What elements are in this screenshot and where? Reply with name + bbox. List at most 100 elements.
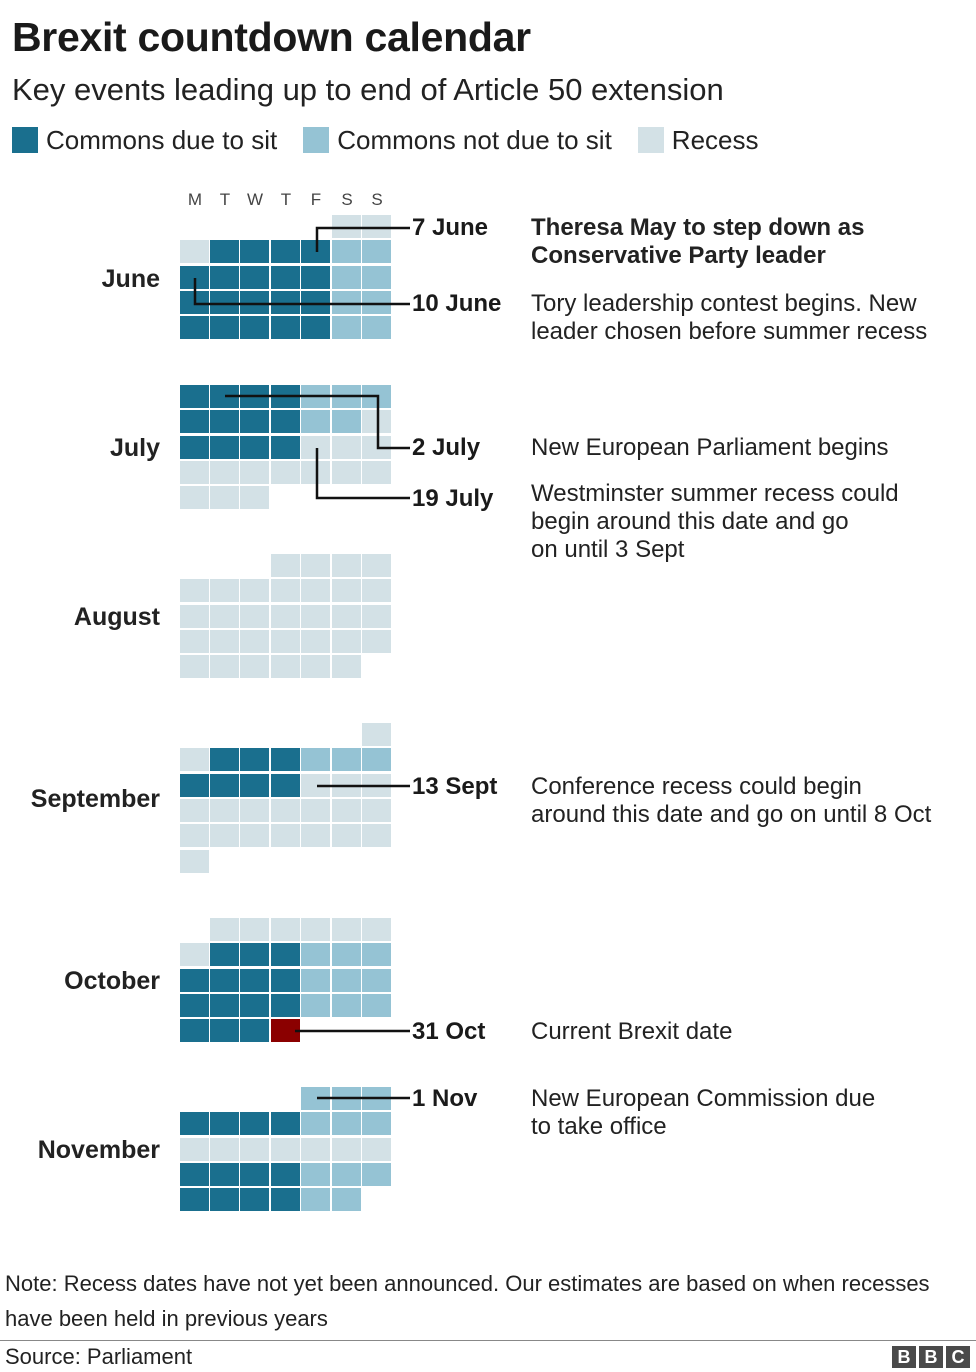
day-cell-september [240,798,269,822]
day-cell-september [180,849,209,873]
bbc-logo-letter-1: B [892,1346,916,1368]
day-cell-november [301,1112,330,1136]
day-cell-july [180,460,209,484]
day-cell-july [180,410,209,434]
day-cell-june [271,265,300,289]
day-cell-august [240,604,269,628]
day-cell-november [210,1162,239,1186]
day-cell-june [332,290,361,314]
day-cell-september [180,773,209,797]
callout-text-19-july: Westminster summer recess could begin ar… [531,480,899,563]
footer-divider [0,1340,976,1341]
source-line: Source: Parliament [5,1344,193,1369]
day-cell-september [301,773,330,797]
day-cell-july [271,435,300,459]
legend-item-recess: Recess [637,125,759,156]
leader-line-19-july [315,448,410,500]
day-cell-july [271,460,300,484]
day-cell-october [362,993,391,1017]
day-cell-july [210,435,239,459]
day-cell-september [210,748,239,772]
day-cell-october [210,918,239,941]
day-cell-october [362,943,391,967]
day-cell-august [301,579,330,603]
day-cell-november [240,1162,269,1186]
day-cell-august [210,579,239,603]
day-cell-july [332,435,361,459]
day-cell-november [180,1162,209,1186]
day-cell-june [271,290,300,314]
day-cell-september [332,748,361,772]
day-cell-june [332,265,361,289]
day-cell-october [301,918,330,941]
day-cell-june [271,316,300,340]
day-cell-october [271,943,300,967]
day-cell-june [301,265,330,289]
day-cell-june [362,215,391,238]
day-cell-october [210,993,239,1017]
day-cell-october [332,918,361,941]
day-cell-june [332,316,361,340]
day-cell-october [210,1019,239,1043]
day-cell-june [240,240,269,264]
day-cell-august [240,655,269,679]
month-label-july: July [109,434,160,462]
day-cell-november [210,1188,239,1212]
day-cell-august [210,604,239,628]
day-cell-june [362,265,391,289]
callout-text-1-nov: New European Commission due to take offi… [531,1085,876,1140]
day-cell-october [271,918,300,941]
day-cell-august [362,604,391,628]
day-cell-august [301,604,330,628]
day-cell-november [180,1188,209,1212]
day-cell-october [301,943,330,967]
day-cell-june [240,265,269,289]
callout-date-31-oct: 31 Oct [412,1018,486,1045]
day-cell-july [301,435,330,459]
callout-text-7-june: Theresa May to step down as Conservative… [531,214,865,269]
day-cell-august [180,579,209,603]
callout-text-2-july: New European Parliament begins [531,434,889,461]
day-cell-october [332,968,361,992]
day-cell-september [271,773,300,797]
day-cell-november [240,1112,269,1136]
day-cell-august [301,629,330,653]
day-cell-june [301,290,330,314]
day-cell-june [362,290,391,314]
month-label-august: August [73,603,160,631]
legend-label-sit: Commons due to sit [46,124,278,155]
day-cell-november [332,1188,361,1212]
day-cell-september [362,723,391,746]
day-cell-july [240,486,269,510]
weekday-label-tue: T [219,190,231,209]
day-cell-june [180,240,209,264]
day-cell-september [240,773,269,797]
day-cell-october [180,1019,209,1043]
day-cell-november [271,1112,300,1136]
day-cell-august [271,579,300,603]
day-cell-august [362,629,391,653]
day-cell-july [332,460,361,484]
month-label-june: June [101,265,160,293]
day-cell-november [271,1162,300,1186]
day-cell-november [210,1137,239,1161]
legend-item-sit: Commons due to sit [12,125,277,156]
day-cell-september [240,824,269,848]
brexit-day-cell [271,1019,300,1043]
day-cell-july [240,410,269,434]
day-cell-june [180,265,209,289]
day-cell-october [210,968,239,992]
legend: Commons due to sit Commons not due to si… [12,124,785,156]
day-cell-august [180,629,209,653]
day-cell-october [180,968,209,992]
bbc-logo-letter-2: B [919,1346,943,1368]
day-cell-july [210,385,239,408]
day-cell-november [362,1137,391,1161]
day-cell-august [301,554,330,577]
month-label-october: October [64,967,160,995]
day-cell-september [271,798,300,822]
day-cell-september [271,748,300,772]
day-cell-november [271,1137,300,1161]
day-cell-october [240,968,269,992]
